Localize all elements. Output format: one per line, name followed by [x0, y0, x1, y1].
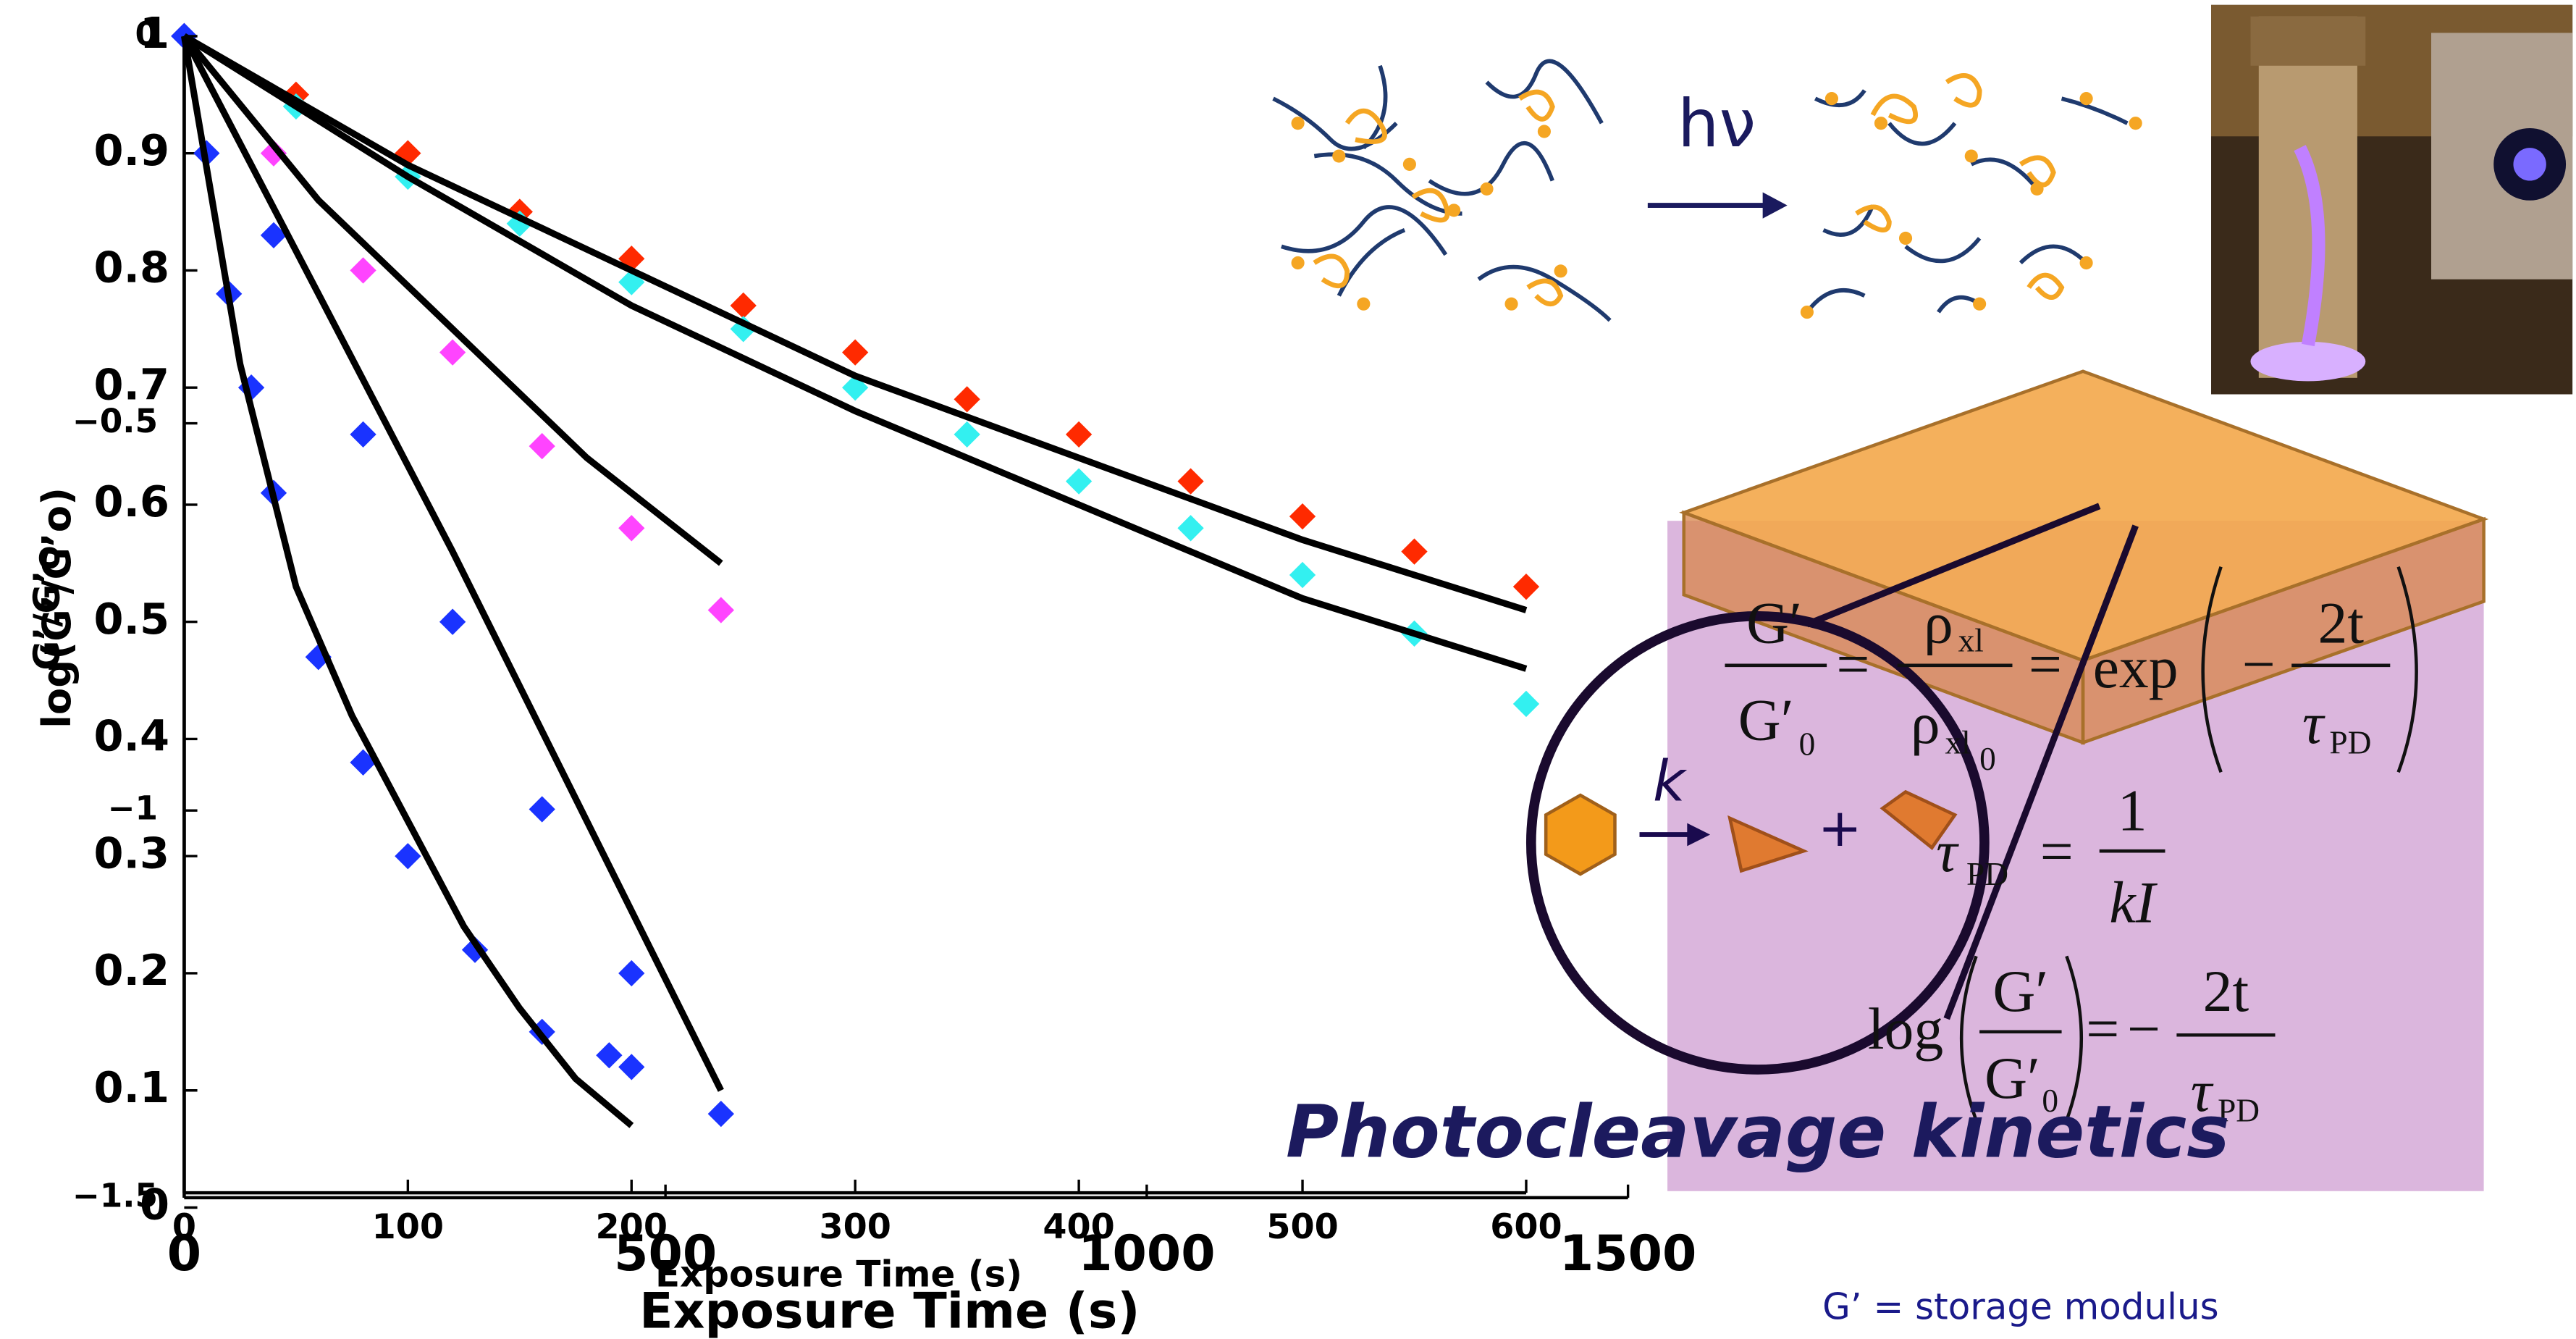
eq-text: τ: [2302, 690, 2325, 756]
x-tick-label: 500: [614, 1225, 717, 1283]
y-tick-label: 0.2: [94, 945, 169, 995]
y-tick-label: 0.8: [94, 243, 169, 293]
point: [1513, 574, 1539, 600]
point: [439, 340, 466, 366]
point: [395, 843, 421, 869]
fit-line: [184, 36, 720, 563]
fit-line: [184, 36, 631, 1125]
eq-sub: 0: [1979, 741, 1996, 777]
x-tick-label: 100: [372, 1207, 444, 1247]
eq-text: G′: [1992, 958, 2048, 1024]
point: [350, 421, 376, 448]
eq-text: ρ: [1911, 690, 1940, 756]
diagram: hν k + G′: [1274, 5, 2573, 1328]
eq-text: τ: [1936, 818, 1959, 884]
y-tick-label: 0.1: [94, 1062, 169, 1112]
point: [439, 609, 466, 635]
eq-sub: xl: [1958, 623, 1984, 659]
eq-text: ρ: [1924, 590, 1953, 656]
y-tick-label: 0.3: [94, 828, 169, 878]
y-tick-label: 0: [135, 14, 159, 53]
point: [529, 796, 555, 822]
point: [618, 1054, 644, 1080]
y-axis-title: log(G’/G’o): [33, 487, 80, 729]
eq-sub: PD: [2329, 724, 2371, 760]
point: [842, 340, 868, 366]
point: [731, 293, 757, 319]
point: [954, 421, 980, 448]
fit-line: [184, 36, 1526, 610]
point: [1513, 691, 1539, 717]
page: hν k + G′: [0, 0, 2576, 1339]
eq-text: 2t: [2318, 590, 2364, 656]
eq-sub: PD: [1966, 856, 2008, 892]
y-tick-label: −1: [108, 789, 159, 828]
x-tick-label: 300: [819, 1207, 891, 1247]
network-after: [1801, 75, 2142, 319]
molecule: [1546, 795, 1615, 874]
point: [529, 433, 555, 459]
point: [1066, 421, 1092, 448]
eq-text: 1: [2118, 777, 2147, 843]
eq-text: =: [2029, 631, 2062, 697]
eq-text: 2t: [2203, 958, 2249, 1024]
arrow-label: hν: [1678, 86, 1756, 162]
eq-text: exp: [2093, 634, 2179, 700]
point: [708, 1101, 734, 1127]
eq-text: =: [1836, 631, 1869, 697]
arrow-head: [1763, 192, 1788, 218]
point: [596, 1042, 622, 1068]
point: [1177, 515, 1203, 541]
point: [618, 960, 644, 986]
fit-line: [184, 36, 720, 1091]
network-before: [1274, 61, 1610, 320]
y-tick-label: 0.5: [94, 594, 169, 644]
point: [1066, 468, 1092, 494]
eq-text: kI: [2109, 869, 2158, 935]
eq-text: −: [2242, 631, 2276, 697]
x-axis-title: Exposure Time (s): [639, 1283, 1140, 1339]
photo: [2211, 5, 2572, 395]
point: [1401, 539, 1427, 565]
point: [954, 386, 980, 412]
point: [1289, 503, 1316, 529]
point: [708, 597, 734, 623]
x-tick-label: 500: [1266, 1207, 1338, 1247]
y-tick-label: −0.5: [72, 402, 158, 440]
y-tick-label: 0.9: [94, 125, 169, 175]
point: [1177, 468, 1203, 494]
y-tick-label: −1.5: [72, 1176, 158, 1214]
eq-text: G′: [1738, 687, 1794, 753]
eq-text: log: [1868, 996, 1943, 1062]
eq-sub: 0: [1799, 726, 1816, 763]
point: [1289, 562, 1316, 588]
diagram-title: Photocleavage kinetics: [1286, 1089, 2230, 1174]
y-tick-label: 0.6: [94, 477, 169, 526]
point: [618, 515, 644, 541]
eq-text: =: [2040, 818, 2074, 884]
x-tick-label: 1000: [1078, 1225, 1215, 1283]
x-tick-label: 600: [1490, 1207, 1562, 1247]
point: [350, 257, 376, 283]
y-tick-label: 0.4: [94, 711, 169, 761]
eq-text: −: [2127, 996, 2160, 1062]
eq-sub: xl: [1945, 724, 1970, 760]
eq-text: =: [2086, 996, 2119, 1062]
note: G’ = storage modulus: [1822, 1286, 2218, 1328]
rate-label: k: [1653, 749, 1688, 814]
x-tick-label: 0: [167, 1225, 201, 1283]
eq-text: G′: [1746, 590, 1802, 656]
plus: +: [1818, 798, 1862, 859]
x-tick-label: 1500: [1560, 1225, 1696, 1283]
